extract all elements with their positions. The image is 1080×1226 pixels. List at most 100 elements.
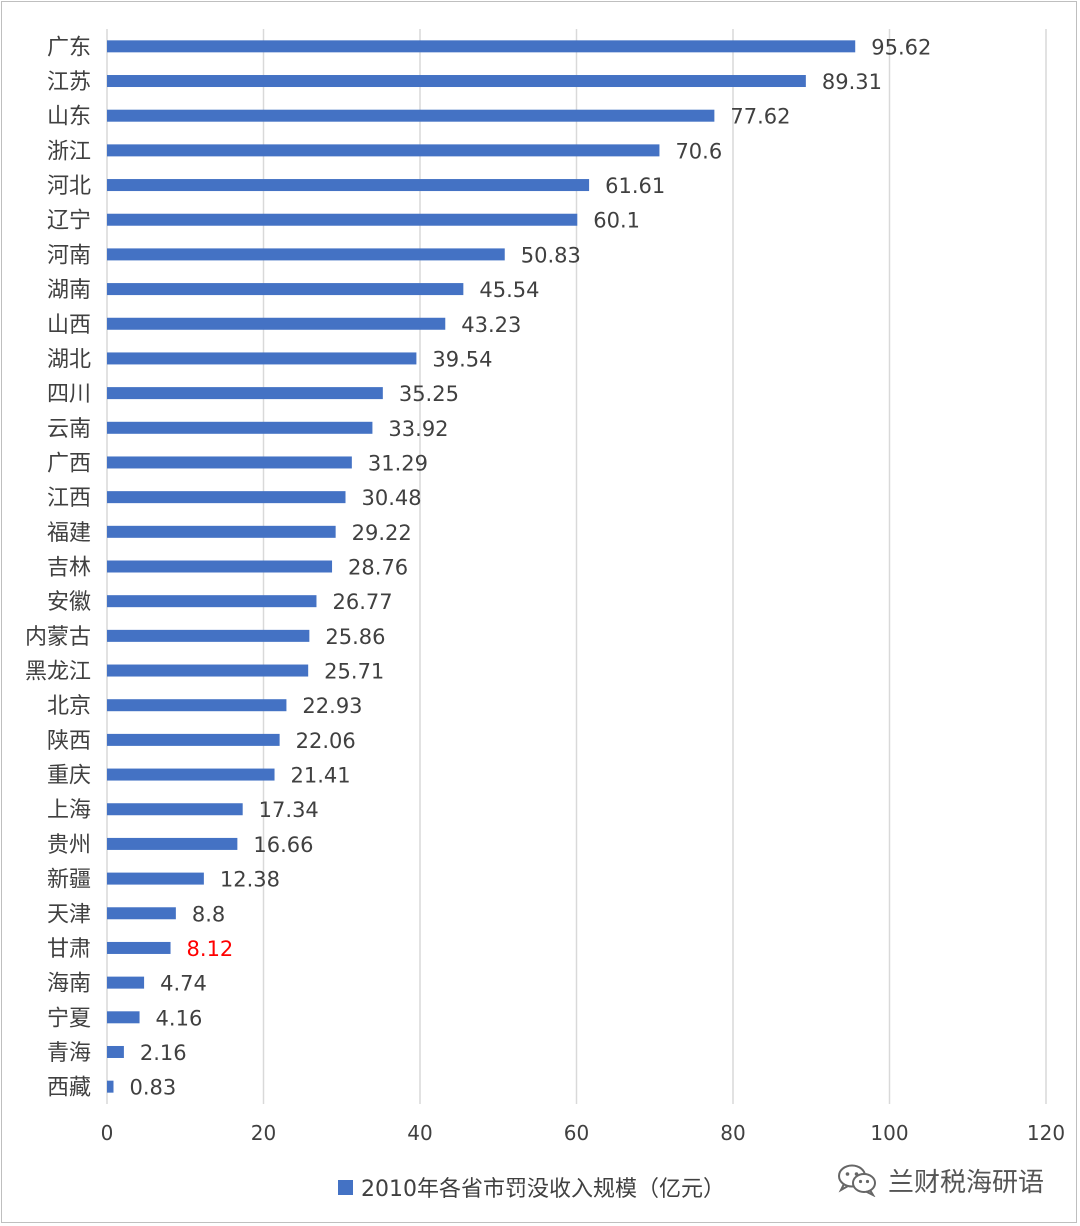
- data-label: 70.6: [675, 139, 722, 163]
- bar: [107, 1080, 114, 1093]
- category-label: 黑龙江: [25, 660, 91, 685]
- data-label: 4.74: [160, 972, 207, 996]
- data-label: 25.86: [325, 625, 385, 649]
- category-label: 宁夏: [47, 1006, 91, 1031]
- data-label: 16.66: [253, 833, 313, 857]
- bar: [107, 1045, 124, 1058]
- bar: [107, 283, 464, 296]
- bar: [107, 1011, 140, 1024]
- bar: [107, 387, 383, 400]
- data-label: 22.06: [296, 729, 356, 753]
- bar: [107, 872, 204, 885]
- legend-swatch: [338, 1179, 353, 1195]
- bar: [107, 699, 287, 712]
- data-label: 4.16: [156, 1006, 203, 1030]
- x-tick-label: 120: [1027, 1121, 1065, 1145]
- bar: [107, 595, 317, 608]
- bar: [107, 491, 346, 504]
- x-tick-label: 0: [101, 1121, 114, 1145]
- x-tick-label: 20: [251, 1121, 276, 1145]
- category-label: 甘肃: [47, 937, 91, 962]
- category-label: 四川: [47, 382, 91, 407]
- bar: [107, 213, 578, 226]
- category-label: 河南: [47, 243, 91, 268]
- bar: [107, 109, 715, 122]
- data-label: 8.12: [187, 937, 234, 961]
- bar: [107, 248, 505, 261]
- data-label: 33.92: [388, 417, 448, 441]
- data-label: 2.16: [140, 1041, 187, 1065]
- bar: [107, 907, 176, 920]
- bar: [107, 664, 309, 677]
- data-label: 31.29: [368, 451, 428, 475]
- data-label: 77.62: [730, 105, 790, 129]
- legend-label: 2010年各省市罚没收入规模（亿元）: [361, 1177, 725, 1202]
- data-label: 29.22: [352, 521, 412, 545]
- data-label: 8.8: [192, 902, 225, 926]
- data-label: 22.93: [302, 694, 362, 718]
- x-tick-label: 60: [564, 1121, 589, 1145]
- category-label: 江苏: [47, 70, 91, 95]
- bar: [107, 352, 417, 365]
- data-label: 50.83: [521, 243, 581, 267]
- data-label: 60.1: [593, 209, 640, 233]
- category-label: 云南: [47, 417, 91, 442]
- bar: [107, 629, 310, 642]
- bar: [107, 525, 336, 538]
- category-label: 湖南: [47, 278, 91, 303]
- category-label: 广东: [47, 35, 91, 60]
- category-label: 内蒙古: [25, 625, 91, 650]
- bar: [107, 837, 238, 850]
- data-label: 95.62: [871, 35, 931, 59]
- category-label: 天津: [47, 902, 91, 927]
- bar: [107, 317, 446, 330]
- category-label: 江西: [47, 486, 91, 511]
- bar: [107, 941, 171, 954]
- data-label: 25.71: [324, 660, 384, 684]
- wechat-icon: [836, 1163, 878, 1197]
- category-label: 广西: [47, 451, 91, 476]
- x-tick-label: 100: [870, 1121, 908, 1145]
- category-label: 贵州: [47, 833, 91, 858]
- category-label: 湖北: [47, 347, 91, 372]
- bar: [107, 768, 275, 781]
- category-label: 山西: [47, 313, 91, 338]
- data-label: 0.83: [129, 1076, 176, 1100]
- bar: [107, 456, 352, 469]
- category-label: 新疆: [47, 868, 91, 893]
- category-label: 辽宁: [47, 209, 91, 234]
- bar: [107, 75, 806, 88]
- data-label: 35.25: [399, 382, 459, 406]
- category-label: 上海: [47, 798, 91, 823]
- category-label: 陕西: [47, 729, 91, 754]
- bar-chart: 0 20 40 60 80 100 120 广东 95.62 江苏 89.31 山东 77.62 浙江 70…: [25, 29, 1065, 1145]
- data-label: 30.48: [362, 486, 422, 510]
- category-label: 浙江: [47, 139, 91, 164]
- data-label: 43.23: [461, 313, 521, 337]
- bar: [107, 179, 590, 192]
- bar: [107, 733, 280, 746]
- category-label: 吉林: [47, 556, 91, 581]
- bar: [107, 560, 333, 573]
- data-label: 61.61: [605, 174, 665, 198]
- watermark-text: 兰财税海研语: [888, 1167, 1045, 1198]
- category-label: 福建: [47, 521, 91, 546]
- chart-legend: 2010年各省市罚没收入规模（亿元）: [338, 1172, 725, 1202]
- data-label: 39.54: [432, 347, 492, 371]
- data-label: 45.54: [479, 278, 539, 302]
- data-label: 17.34: [259, 798, 319, 822]
- x-tick-label: 40: [407, 1121, 432, 1145]
- category-label: 山东: [47, 105, 91, 130]
- bar: [107, 40, 856, 53]
- data-label: 12.38: [220, 868, 280, 892]
- data-label: 89.31: [822, 70, 882, 94]
- data-label: 26.77: [332, 590, 392, 614]
- data-label: 28.76: [348, 556, 408, 580]
- category-label: 安徽: [47, 590, 91, 615]
- bar: [107, 144, 660, 157]
- bar: [107, 421, 373, 434]
- category-label: 北京: [47, 694, 91, 719]
- x-tick-label: 80: [720, 1121, 745, 1145]
- category-label: 重庆: [47, 764, 91, 789]
